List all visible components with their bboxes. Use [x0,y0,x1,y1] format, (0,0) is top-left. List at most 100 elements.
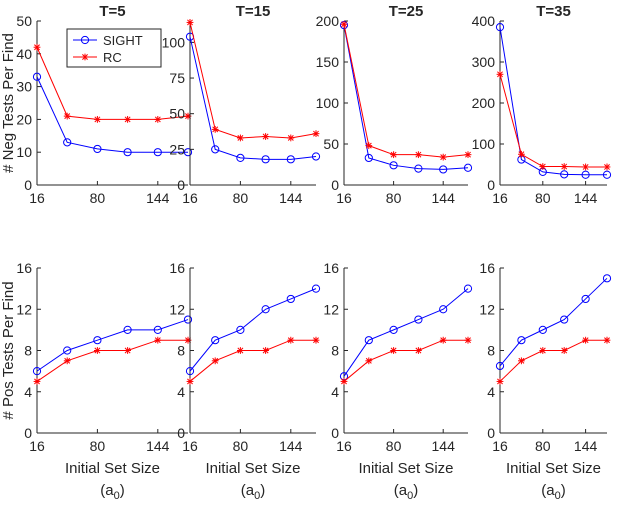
x-tick-label: 80 [386,438,402,454]
x-tick-label: 16 [182,438,198,454]
data-point-sight [414,164,423,173]
y-tick-label: 200 [472,95,496,111]
series-line-rc [499,74,607,168]
data-point-sight [517,336,526,345]
series-line-sight [189,288,317,372]
y-tick-label: 0 [177,425,185,441]
data-point-rc [94,116,101,123]
x-axis-sublabel: (a0) [100,482,124,502]
y-tick-label: 50 [169,106,185,122]
x-tick-label: 144 [432,190,456,206]
x-tick-label: 16 [336,438,352,454]
data-point-rc [262,133,269,140]
data-point-sight [364,153,373,163]
data-point-sight [236,325,245,334]
x-tick-label: 16 [29,438,45,454]
y-axis-label: # Neg Tests Per Find [0,33,17,173]
data-point-sight [183,148,193,157]
series-line-rc [189,339,316,382]
data-point-rc [390,151,397,159]
data-point-rc [340,378,348,385]
x-tick-label: 80 [535,190,551,206]
data-point-rc [287,134,295,142]
data-point-sight [183,315,193,324]
subplot-7: 0 4 8 12 16 16 80 144 Initial Set Size (a0) [323,260,473,502]
data-point-sight [286,155,295,164]
x-axis-label: Initial Set Size [205,460,300,477]
data-point-rc [518,150,525,158]
data-point-sight [63,138,72,147]
y-tick-label: 100 [472,136,496,152]
data-point-rc [154,336,162,344]
data-point-rc [186,19,194,26]
x-axis-sublabel: (a0) [241,482,265,502]
y-tick-label: 16 [16,260,32,276]
y-tick-label: 20 [16,111,32,127]
y-tick-label: 8 [331,343,339,359]
y-tick-label: 0 [331,425,339,441]
x-tick-label: 144 [574,438,598,454]
data-point-rc [518,357,525,365]
y-tick-label: 400 [472,13,496,29]
series-line-rc [499,339,607,382]
y-tick-label: 100 [162,34,186,50]
data-point-sight [211,145,220,154]
data-point-sight [581,170,590,179]
data-point-sight [153,148,162,157]
data-point-sight [63,346,72,355]
data-point-sight [389,325,398,334]
data-point-sight [439,165,448,174]
series-line-rc [343,24,469,158]
x-axis-sublabel: (a0) [394,482,418,502]
y-tick-label: 12 [169,301,185,317]
data-point-rc [94,347,101,354]
data-point-rc [539,347,547,354]
data-point-rc [33,378,41,385]
series-line-sight [343,288,469,377]
y-tick-label: 12 [479,301,495,317]
series-line-rc [189,22,317,139]
x-tick-label: 144 [146,190,170,206]
data-point-rc [464,151,472,159]
subplot-4: 0 100 200 300 400 16 80 144 T=35 [472,3,612,206]
y-tick-label: 0 [487,177,495,193]
y-tick-label: 4 [177,384,185,400]
x-axis-label: Initial Set Size [358,460,453,477]
data-point-rc [539,163,547,170]
data-point-rc [312,130,320,138]
subplot-3: 0 50 100 150 200 16 80 144 T=25 [316,3,473,206]
y-tick-label: 300 [472,54,496,70]
data-point-rc [262,347,269,354]
x-tick-label: 144 [146,438,170,454]
y-tick-label: 10 [16,144,32,160]
series-line-sight [499,277,608,367]
legend: SIGHT RC [66,28,162,68]
data-point-sight [538,325,547,334]
x-tick-label: 80 [233,190,249,206]
x-tick-label: 144 [574,190,598,206]
data-point-rc [582,336,589,344]
data-point-rc [154,116,162,123]
y-tick-label: 16 [479,260,495,276]
data-point-rc [560,163,568,170]
x-tick-label: 144 [279,190,303,206]
x-tick-label: 80 [90,190,106,206]
data-point-sight [185,367,195,376]
data-point-rc [496,378,504,385]
data-point-rc [237,134,244,142]
series-line-sight [36,319,189,372]
subplot-2: 0 25 50 75 100 16 80 144 T=15 [162,3,321,206]
y-tick-label: 4 [24,384,32,400]
y-tick-label: 0 [331,177,339,193]
data-point-sight [463,284,473,293]
data-point-sight [261,305,270,314]
x-tick-label: 16 [492,190,508,206]
y-tick-label: 0 [177,177,185,193]
data-point-rc [124,347,131,354]
data-point-rc [63,357,71,365]
legend-label-rc: RC [103,50,122,65]
data-point-rc [603,336,611,344]
data-point-sight [261,155,270,164]
x-tick-label: 144 [432,438,456,454]
